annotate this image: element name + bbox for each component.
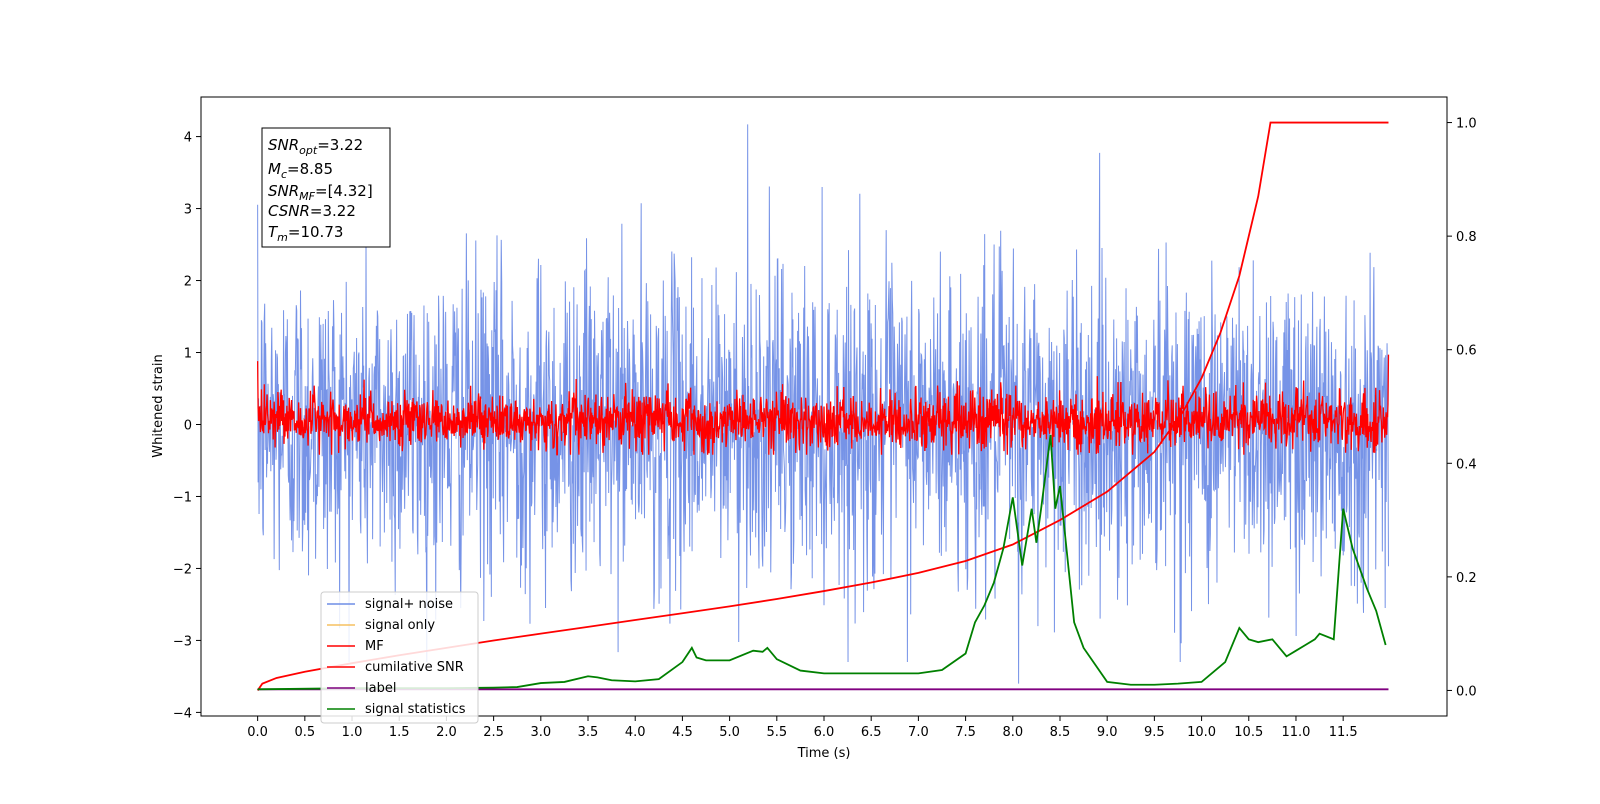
x-tick-label: 4.0 — [625, 725, 646, 740]
x-tick-label: 6.0 — [814, 725, 835, 740]
y-tick-label: 4 — [184, 131, 192, 146]
series-mf-line — [256, 354, 1390, 456]
y2-tick-label: 0.6 — [1456, 344, 1477, 359]
y2-tick-label: 0.2 — [1456, 571, 1477, 586]
x-tick-label: 0.0 — [247, 725, 268, 740]
y2-tick-label: 1.0 — [1456, 117, 1477, 132]
x-tick-label: 9.0 — [1097, 725, 1118, 740]
legend-label-cumulative-snr: cumilative SNR — [365, 660, 464, 675]
y-tick-label: −2 — [173, 562, 192, 577]
x-tick-label: 2.0 — [436, 725, 457, 740]
y-tick-label: 2 — [184, 275, 192, 290]
x-tick-label: 8.5 — [1050, 725, 1071, 740]
info-box-frame — [261, 127, 391, 248]
info-tm: Tm=10.73 — [268, 223, 343, 244]
x-tick-label: 5.5 — [766, 725, 787, 740]
legend-label-signal-only: signal only — [365, 618, 435, 633]
x-tick-label: 3.0 — [530, 725, 551, 740]
y2-tick-label: 0.0 — [1456, 684, 1477, 699]
y-tick-label: −3 — [173, 634, 192, 649]
legend-frame — [320, 591, 479, 724]
x-tick-label: 0.5 — [294, 725, 315, 740]
x-tick-label: 8.0 — [1002, 725, 1023, 740]
y-tick-label: 1 — [184, 347, 192, 362]
y-tick-label: 3 — [184, 203, 192, 218]
x-axis-ticks: 0.0 0.5 1.0 1.5 2.0 2.5 3.0 3.5 4.0 4.5 5.0 5.5 6.0 6… — [247, 716, 1358, 740]
x-tick-label: 7.0 — [908, 725, 929, 740]
x-axis-label: Time (s) — [797, 746, 851, 761]
x-tick-label: 11.0 — [1281, 725, 1310, 740]
x-tick-label: 1.5 — [389, 725, 410, 740]
x-tick-label: 4.5 — [672, 725, 693, 740]
y-tick-label: 0 — [184, 418, 192, 433]
y2-axis-ticks: 0.0 0.2 0.4 0.6 0.8 1.0 — [1447, 117, 1477, 699]
x-tick-label: 3.5 — [578, 725, 599, 740]
y-tick-label: −4 — [173, 706, 192, 721]
x-tick-label: 5.0 — [719, 725, 740, 740]
x-tick-label: 7.5 — [955, 725, 976, 740]
info-mc: Mc=8.85 — [268, 160, 333, 181]
x-tick-label: 6.5 — [861, 725, 882, 740]
series-signal-statistics-line — [257, 434, 1387, 691]
y2-tick-label: 0.4 — [1456, 457, 1477, 472]
info-csnr: CSNR=3.22 — [268, 202, 356, 220]
legend-label-signal-statistics: signal statistics — [365, 702, 466, 717]
x-tick-label: 10.5 — [1234, 725, 1263, 740]
info-snr-opt: SNRopt=3.22 — [268, 136, 363, 157]
series-signal-noise-line — [257, 124, 1389, 684]
x-tick-label: 2.5 — [483, 725, 504, 740]
y2-tick-label: 0.8 — [1456, 230, 1477, 245]
legend-label-label: label — [365, 681, 396, 696]
x-tick-label: 10.0 — [1187, 725, 1216, 740]
x-tick-label: 11.5 — [1329, 725, 1358, 740]
legend-label-signal-noise: signal+ noise — [365, 597, 453, 612]
y-axis-ticks: −4 −3 −2 −1 0 1 2 3 4 — [173, 131, 201, 721]
info-box: SNRopt=3.22 Mc=8.85 SNRMF=[4.32] CSNR=3.… — [261, 127, 391, 248]
legend: signal+ noise signal only MF cumilative … — [320, 591, 479, 724]
legend-label-mf: MF — [365, 639, 384, 654]
y-axis-label: Whitened strain — [151, 354, 166, 457]
x-tick-label: 9.5 — [1144, 725, 1165, 740]
info-snr-mf: SNRMF=[4.32] — [268, 182, 373, 203]
y-tick-label: −1 — [173, 490, 192, 505]
x-tick-label: 1.0 — [342, 725, 363, 740]
